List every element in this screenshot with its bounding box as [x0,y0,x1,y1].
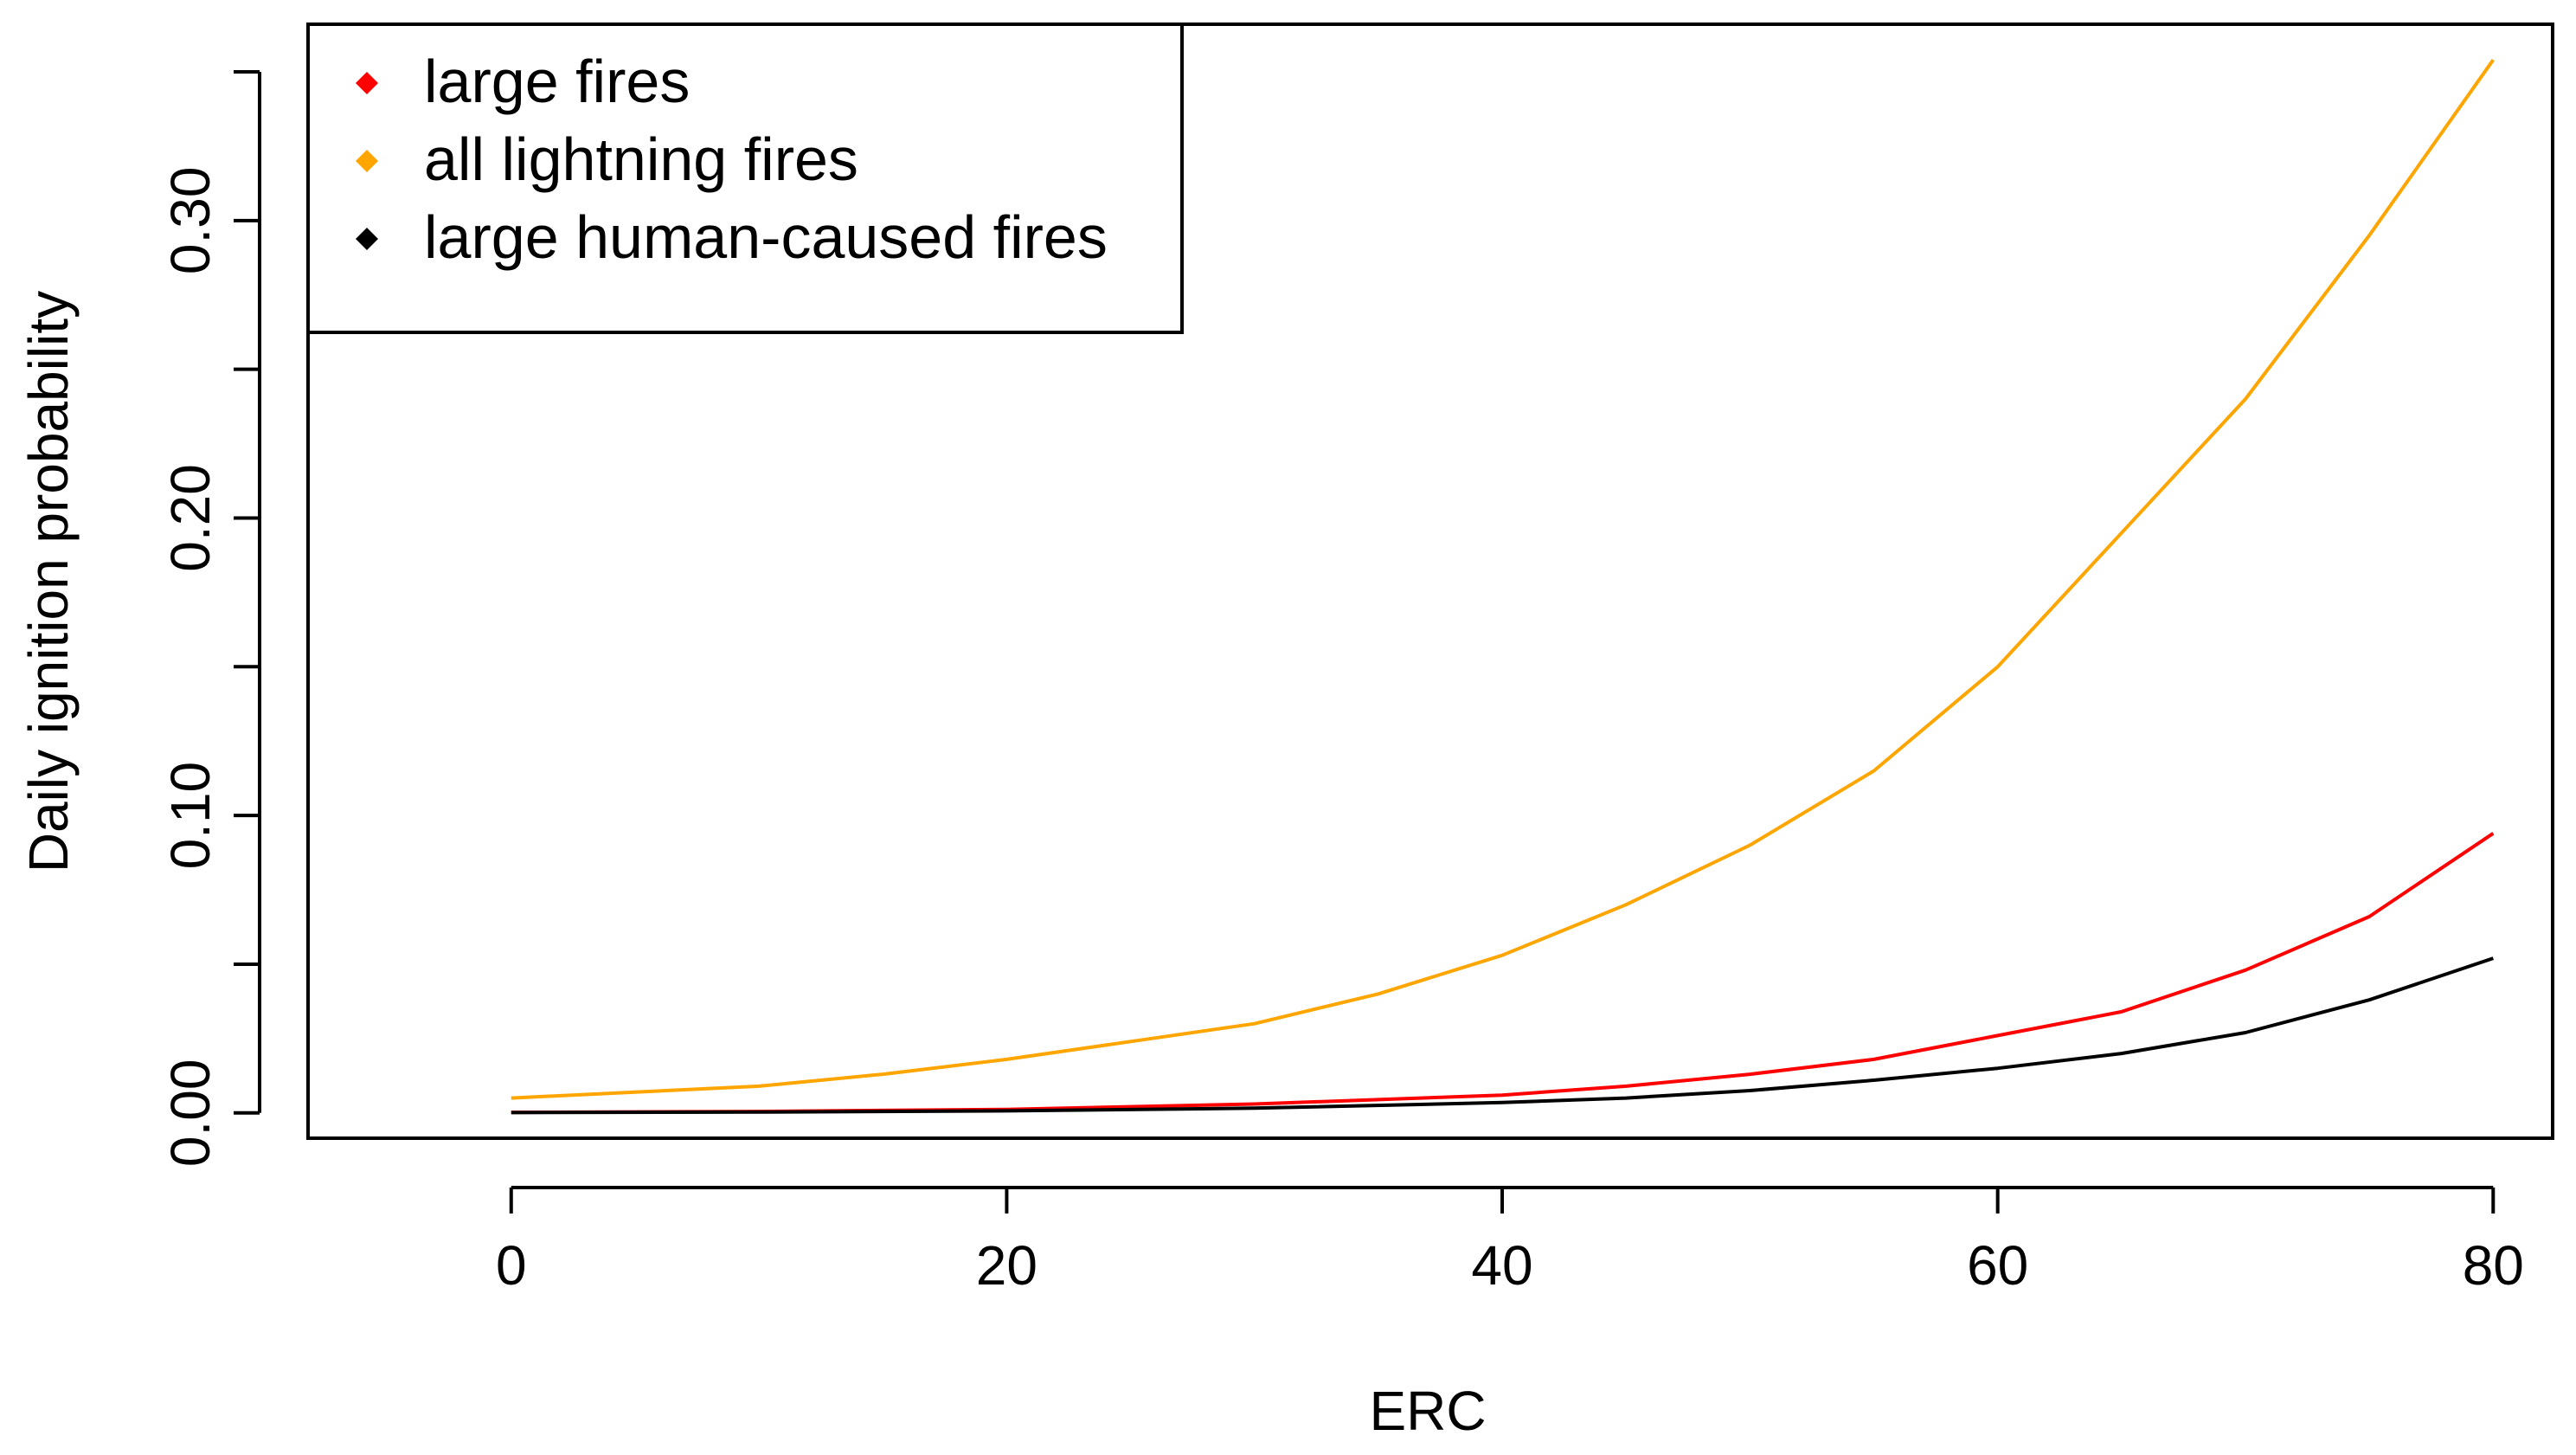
legend-item-large-fires: large fires [356,48,690,115]
series-line-large-fires [511,832,2495,1115]
x-tick-label: 40 [1471,1234,1532,1297]
legend-label: all lightning fires [424,126,858,193]
y-tick-label: 0.20 [159,464,222,572]
x-tick-label: 80 [2463,1234,2524,1297]
series-line-all-lightning-fires [511,59,2495,1100]
legend-item-large-human-caused-fires: large human-caused fires [356,203,1108,271]
legend-items: large fires all lightning fires large huma… [356,48,1108,271]
x-axis-title: ERC [1369,1380,1486,1442]
legend-marker [356,150,378,172]
y-tick-label: 0.10 [159,762,222,870]
legend-marker [356,72,378,94]
x-tick-label: 20 [976,1234,1037,1297]
plot-frame [306,23,2554,1140]
legend-label: large fires [424,48,690,115]
legend-label: large human-caused fires [424,203,1108,271]
series-layer [511,59,2495,1115]
legend-box [306,23,1184,334]
y-axis: 0.00 0.10 0.20 0.30 [159,69,261,1168]
y-axis-title: Daily ignition probability [17,291,80,872]
series-line-large-human-caused-fires [511,956,2494,1115]
legend-item-all-lightning-fires: all lightning fires [356,126,858,193]
x-tick-label: 60 [1967,1234,2028,1297]
legend: large fires all lightning fires large huma… [306,23,1184,334]
legend-marker [356,228,378,250]
y-tick-label: 0.30 [159,167,222,275]
y-tick-label: 0.00 [159,1059,222,1168]
x-axis: 0 20 40 60 80 [496,1186,2524,1297]
x-tick-label: 0 [496,1234,527,1297]
